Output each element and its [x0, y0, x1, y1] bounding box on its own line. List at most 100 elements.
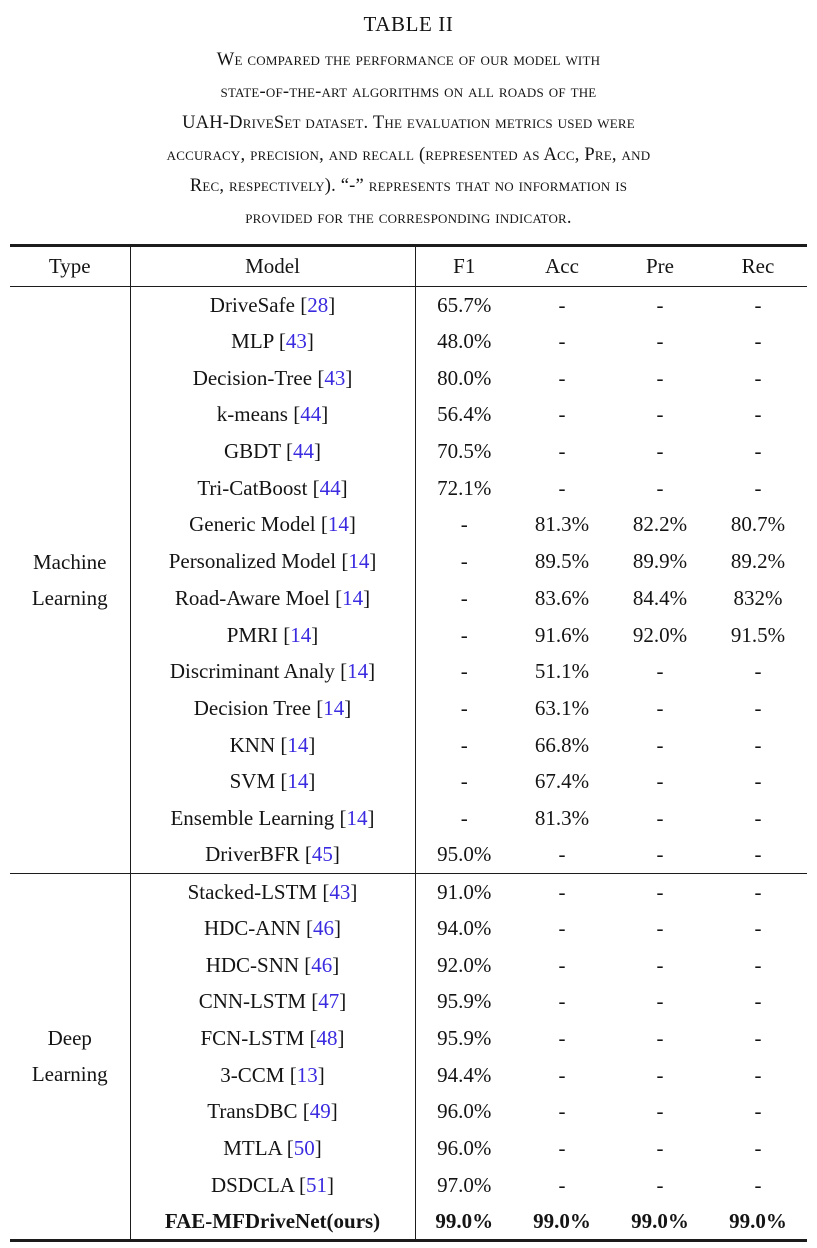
f1-value: 72.1%: [437, 475, 492, 500]
f1-value: 94.0%: [437, 916, 492, 941]
citation-bracket-close: ]: [314, 1136, 322, 1161]
table-row: Decision Tree [14] - 63.1% - -: [10, 690, 807, 727]
model-name: HDC-ANN: [203, 916, 301, 941]
citation-link[interactable]: 14: [290, 622, 312, 647]
rec-value: 80.7%: [730, 512, 786, 537]
citation-link[interactable]: 46: [311, 952, 333, 977]
citation-link[interactable]: 46: [313, 916, 335, 941]
table-row: PMRI [14] - 91.6% 92.0% 91.5%: [10, 616, 807, 654]
citation-link[interactable]: 14: [323, 695, 345, 720]
rec-value: -: [754, 842, 762, 867]
pre-value: -: [656, 365, 664, 390]
citation-bracket-close: ]: [328, 292, 336, 317]
rec-value: -: [754, 805, 762, 830]
citation-bracket-open: [: [312, 365, 325, 390]
citation-link[interactable]: 44: [319, 475, 341, 500]
citation-link[interactable]: 45: [311, 842, 333, 867]
citation-bracket-close: ]: [332, 952, 340, 977]
citation-link[interactable]: 50: [293, 1136, 315, 1161]
rec-value: -: [754, 916, 762, 941]
acc-value: 81.3%: [534, 805, 590, 830]
model-cell: Personalized Model [14]: [130, 543, 416, 580]
citation-bracket-close: ]: [308, 769, 316, 794]
rec-value: -: [754, 769, 762, 794]
citation-link[interactable]: 13: [296, 1062, 318, 1087]
model-name: CNN-LSTM: [198, 989, 307, 1014]
acc-value: -: [558, 1172, 566, 1197]
model-name: GBDT: [223, 439, 281, 464]
section-deep-learning: Deep Learning Stacked-LSTM [43] 91.0% - - - HD…: [10, 873, 807, 1241]
type-label: Machine Learning: [10, 286, 131, 874]
citation-link[interactable]: 44: [300, 402, 322, 427]
model-cell: SVM [14]: [130, 763, 416, 801]
citation-link[interactable]: 48: [316, 1026, 338, 1051]
acc-value: -: [558, 842, 566, 867]
model-cell: HDC-SNN [46]: [130, 946, 416, 984]
citation-link[interactable]: 14: [342, 585, 364, 610]
citation-bracket-close: ]: [314, 439, 322, 464]
model-name: FCN-LSTM: [200, 1026, 305, 1051]
citation-link[interactable]: 28: [307, 292, 329, 317]
model-name: k-means: [216, 402, 288, 427]
acc-value: -: [558, 365, 566, 390]
model-cell: FCN-LSTM [48]: [130, 1020, 416, 1057]
table-caption: TABLE II We compared the performance of …: [0, 0, 817, 234]
rec-value: -: [754, 402, 762, 427]
rec-value: -: [754, 952, 762, 977]
citation-link[interactable]: 47: [318, 989, 340, 1014]
model-cell: CNN-LSTM [47]: [130, 983, 416, 1021]
model-cell: DriverBFR [45]: [130, 836, 416, 874]
citation-link[interactable]: 51: [306, 1172, 328, 1197]
rec-value: -: [754, 1026, 762, 1051]
citation-link[interactable]: 14: [287, 769, 309, 794]
citation-bracket-close: ]: [344, 695, 352, 720]
header-pre: Pre: [646, 254, 674, 278]
citation-bracket-close: ]: [368, 659, 376, 684]
model-name: PMRI: [226, 622, 279, 647]
pre-value: -: [656, 989, 664, 1014]
acc-value: 66.8%: [534, 732, 590, 757]
rec-value: 91.5%: [730, 622, 786, 647]
acc-value: 99.0%: [533, 1208, 591, 1233]
f1-value: 65.7%: [437, 292, 492, 317]
citation-link[interactable]: 14: [287, 732, 309, 757]
table-row: Discriminant Analy [14] - 51.1% - -: [10, 653, 807, 691]
citation-link[interactable]: 14: [346, 805, 368, 830]
f1-value: 91.0%: [437, 879, 492, 904]
citation-link[interactable]: 43: [324, 365, 346, 390]
pre-value: -: [656, 805, 664, 830]
model-cell: Road-Aware Moel [14]: [130, 580, 416, 617]
acc-value: -: [558, 879, 566, 904]
pre-value: -: [656, 1099, 664, 1124]
rec-value: -: [754, 1062, 762, 1087]
citation-link[interactable]: 14: [327, 512, 349, 537]
model-name: TransDBC: [207, 1099, 298, 1124]
citation-link[interactable]: 14: [348, 549, 370, 574]
model-name: SVM: [229, 769, 276, 794]
citation-bracket-close: ]: [330, 1099, 338, 1124]
citation-link[interactable]: 43: [329, 879, 351, 904]
citation-link[interactable]: 44: [293, 439, 315, 464]
table-row: MTLA [50] 96.0% - - -: [10, 1130, 807, 1167]
model-name: Tri-CatBoost: [197, 475, 308, 500]
rec-value: -: [754, 365, 762, 390]
citation-bracket-open: [: [280, 439, 294, 464]
table-row: HDC-SNN [46] 92.0% - - -: [10, 946, 807, 984]
pre-value: -: [656, 1026, 664, 1051]
citation-link[interactable]: 14: [347, 659, 369, 684]
f1-value: -: [460, 695, 468, 720]
model-name: KNN: [229, 732, 276, 757]
header-f1: F1: [453, 254, 476, 278]
pre-value: -: [656, 659, 664, 684]
citation-bracket-open: [: [287, 402, 301, 427]
f1-value: 92.0%: [437, 952, 492, 977]
acc-value: 51.1%: [534, 659, 590, 684]
citation-bracket-open: [: [281, 1136, 294, 1161]
citation-bracket-open: [: [334, 659, 348, 684]
acc-value: -: [558, 952, 566, 977]
citation-link[interactable]: 43: [285, 329, 307, 354]
model-cell: Discriminant Analy [14]: [130, 653, 416, 691]
citation-bracket-open: [: [334, 805, 347, 830]
f1-value: 48.0%: [437, 329, 492, 354]
citation-link[interactable]: 49: [309, 1099, 331, 1124]
